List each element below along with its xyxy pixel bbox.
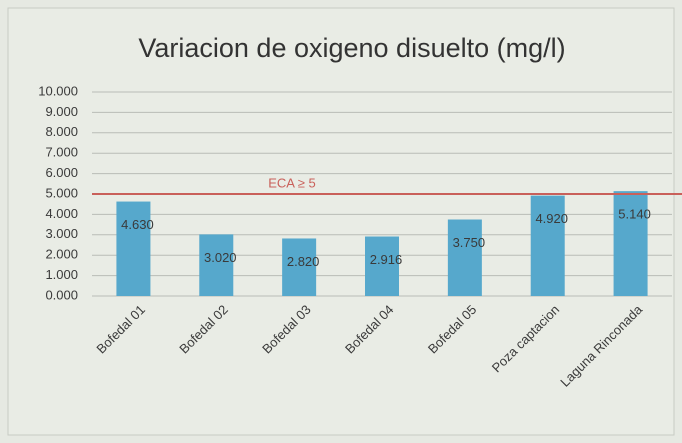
y-tick-label: 3.000 xyxy=(45,226,78,241)
value-label: 3.020 xyxy=(204,250,237,265)
y-tick-label: 9.000 xyxy=(45,104,78,119)
y-tick-label: 6.000 xyxy=(45,165,78,180)
y-tick-label: 7.000 xyxy=(45,145,78,160)
y-tick-label: 4.000 xyxy=(45,206,78,221)
value-label: 3.750 xyxy=(453,235,486,250)
value-label: 4.920 xyxy=(535,211,568,226)
value-label: 2.916 xyxy=(370,252,403,267)
bar xyxy=(613,191,648,296)
bar xyxy=(365,236,399,296)
y-tick-label: 10.000 xyxy=(38,83,78,98)
value-label: 4.630 xyxy=(121,217,154,232)
bar xyxy=(282,238,317,296)
y-tick-label: 2.000 xyxy=(45,247,78,262)
bar xyxy=(530,195,565,296)
y-tick-label: 1.000 xyxy=(45,267,78,282)
y-tick-label: 5.000 xyxy=(45,185,78,200)
bar xyxy=(116,201,151,296)
chart-title: Variacion de oxigeno disuelto (mg/l) xyxy=(138,33,565,63)
bar xyxy=(199,234,234,296)
y-tick-label: 0.000 xyxy=(45,287,78,302)
y-tick-label: 8.000 xyxy=(45,124,78,139)
reference-label: ECA ≥ 5 xyxy=(268,175,316,190)
value-label: 5.140 xyxy=(618,207,651,222)
bar xyxy=(447,219,482,296)
value-label: 2.820 xyxy=(287,254,320,269)
